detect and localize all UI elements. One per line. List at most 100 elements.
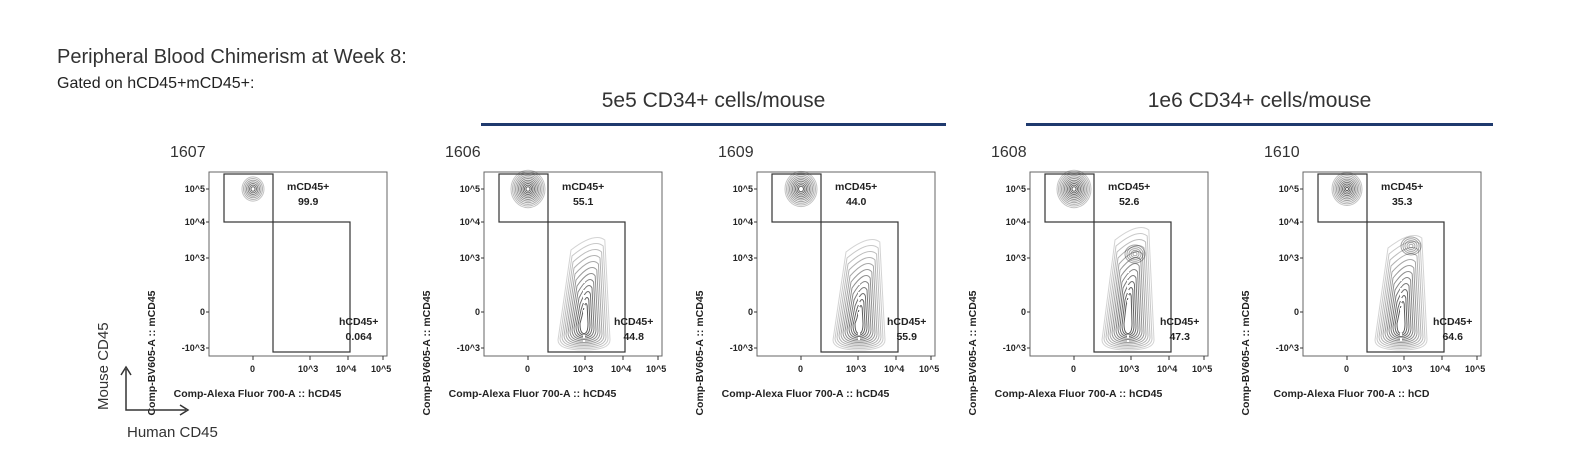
gate-name: hCD45+ — [1160, 316, 1200, 328]
human-population-contour — [1382, 259, 1420, 345]
gate-mcd45[interactable] — [1317, 173, 1368, 223]
y-tick-label: 10^5 — [1278, 184, 1299, 194]
flow-plot-1607: 1607 Comp-BV605-A :: mCD45 Comp-Alexa Fl… — [146, 140, 424, 416]
human-population-contour — [563, 255, 605, 347]
mouse-cd45-axis-label: Mouse CD45 — [95, 322, 112, 410]
contour-plot — [1027, 169, 1209, 360]
gate-hcd45[interactable] — [1366, 221, 1445, 353]
human-population-contour — [836, 251, 882, 348]
human-population-contour — [559, 243, 609, 350]
gate-hcd45[interactable] — [1093, 221, 1172, 353]
mouse-population-contour — [243, 178, 263, 200]
sample-id: 1608 — [991, 144, 1027, 161]
human-population-contour — [848, 287, 870, 339]
mouse-population-contour — [1067, 181, 1081, 197]
human-population-contour — [1105, 239, 1151, 348]
gate-name: mCD45+ — [1108, 181, 1151, 193]
gate-name: hCD45+ — [1433, 316, 1473, 328]
x-axis-label: Comp-Alexa Fluor 700-A :: hCD45 — [173, 388, 342, 400]
mouse-population-contour — [521, 181, 535, 197]
x-tick-label: 10^4 — [336, 364, 357, 374]
y-axis-label: Comp-BV605-A :: mCD45 — [421, 290, 433, 416]
human-population-contour — [1378, 247, 1424, 348]
human-subpopulation-contour — [1402, 238, 1420, 254]
mouse-population-contour — [786, 172, 816, 206]
y-tick-label: 10^3 — [459, 253, 480, 263]
gate-label-hcd45: hCD45+ 55.9 — [887, 315, 926, 345]
x-tick-label: 10^5 — [1192, 364, 1213, 374]
human-population-contour — [1101, 227, 1155, 351]
plot-frame — [756, 171, 936, 357]
gate-mcd45[interactable] — [498, 173, 549, 223]
gate-mcd45[interactable] — [1044, 173, 1095, 223]
x-tick-label: 0 — [798, 364, 804, 374]
gate-name: hCD45+ — [339, 316, 379, 328]
mouse-population-contour — [1071, 186, 1077, 192]
human-population-contour — [844, 275, 874, 342]
mouse-population-contour — [1336, 176, 1358, 202]
human-subpopulation-contour — [1404, 240, 1418, 252]
gate-name: hCD45+ — [887, 316, 927, 328]
human-population-contour — [1392, 289, 1410, 338]
mouse-population-contour — [519, 179, 537, 199]
mouse-population-contour — [792, 179, 810, 199]
gate-hcd45[interactable] — [547, 221, 626, 353]
mouse-population-contour — [1065, 179, 1083, 199]
mouse-population-contour — [793, 180, 809, 198]
flow-plot-1609: 1609 Comp-BV605-A :: mCD45 Comp-Alexa Fl… — [694, 140, 972, 416]
human-population-contour — [1107, 245, 1149, 347]
group-header-1e6: 1e6 CD34+ cells/mouse — [1026, 89, 1493, 126]
mouse-population-contour — [796, 184, 806, 194]
gate-mcd45[interactable] — [771, 173, 822, 223]
gate-name: hCD45+ — [614, 316, 654, 328]
mouse-population-contour — [795, 182, 807, 196]
human-subpopulation-contour — [1132, 251, 1138, 257]
human-subpopulation-contour — [1400, 236, 1422, 256]
gate-mcd45[interactable] — [223, 173, 274, 223]
gate-percent: 64.6 — [1442, 331, 1463, 343]
plot-frame — [1029, 171, 1209, 357]
gate-label-mcd45: mCD45+ 52.6 — [1108, 180, 1150, 210]
gate-hcd45[interactable] — [820, 221, 899, 353]
gate-percent: 52.6 — [1118, 196, 1140, 208]
human-population-contour — [1119, 281, 1137, 338]
x-tick-label: 10^5 — [646, 364, 667, 374]
human-subpopulation-contour — [1130, 249, 1140, 259]
y-tick-label: -10^3 — [1275, 343, 1299, 353]
human-population-contour — [1390, 283, 1412, 339]
human-population-contour — [1111, 257, 1145, 344]
x-tick-label: 10^5 — [371, 364, 392, 374]
y-axis-label: Comp-BV605-A :: mCD45 — [967, 290, 979, 416]
human-population-contour — [561, 249, 607, 348]
y-tick-label: 10^3 — [732, 253, 753, 263]
x-tick-label: 10^4 — [1157, 364, 1178, 374]
human-population-contour — [1103, 233, 1153, 350]
mouse-population-contour — [1062, 176, 1086, 202]
x-tick-label: 10^3 — [573, 364, 594, 374]
gate-label-mcd45: mCD45+ 35.3 — [1381, 180, 1423, 210]
mouse-population-contour — [516, 176, 540, 202]
group-divider — [481, 123, 946, 126]
x-tick-label: 10^3 — [846, 364, 867, 374]
group-label: 1e6 CD34+ cells/mouse — [1147, 89, 1372, 112]
mouse-population-contour — [1339, 180, 1355, 198]
mouse-population-contour — [1061, 174, 1087, 204]
x-tick-label: 10^4 — [611, 364, 632, 374]
y-tick-label: 0 — [474, 307, 480, 317]
mouse-population-contour — [1058, 171, 1090, 207]
human-population-contour — [832, 239, 886, 351]
mouse-population-contour — [515, 174, 541, 204]
human-population-contour — [575, 291, 593, 338]
plot-frame — [483, 171, 663, 357]
gate-hcd45[interactable] — [272, 221, 351, 353]
y-tick-label: 0 — [1293, 307, 1299, 317]
human-population-contour — [1386, 271, 1416, 342]
y-tick-label: 10^4 — [184, 217, 205, 227]
human-population-contour — [1117, 275, 1139, 339]
y-tick-label: 10^3 — [184, 253, 205, 263]
human-population-contour — [569, 273, 599, 342]
gate-label-hcd45: hCD45+ 44.8 — [614, 315, 653, 345]
axis-arrows-icon — [120, 365, 190, 416]
gate-name: mCD45+ — [1381, 181, 1424, 193]
mouse-population-contour — [784, 170, 818, 208]
